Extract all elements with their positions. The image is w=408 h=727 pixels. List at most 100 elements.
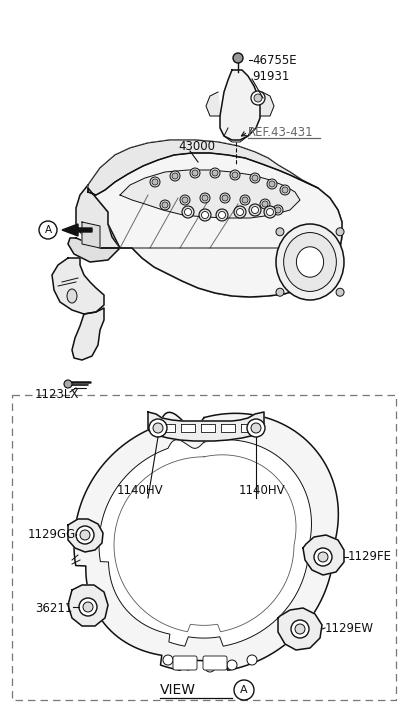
Polygon shape xyxy=(221,424,235,432)
Circle shape xyxy=(153,423,163,433)
Polygon shape xyxy=(88,140,318,195)
Polygon shape xyxy=(52,258,104,314)
Text: 36211: 36211 xyxy=(35,601,72,614)
Circle shape xyxy=(242,197,248,203)
Circle shape xyxy=(336,228,344,236)
Ellipse shape xyxy=(284,233,336,292)
Circle shape xyxy=(163,655,173,665)
Circle shape xyxy=(275,207,281,213)
Circle shape xyxy=(212,170,218,176)
Polygon shape xyxy=(241,424,255,432)
Text: 1129EW: 1129EW xyxy=(325,622,374,635)
Circle shape xyxy=(152,179,158,185)
Polygon shape xyxy=(303,535,344,575)
Circle shape xyxy=(222,195,228,201)
Polygon shape xyxy=(68,519,103,552)
Polygon shape xyxy=(220,70,260,140)
Circle shape xyxy=(199,209,211,221)
Circle shape xyxy=(220,193,230,203)
Circle shape xyxy=(314,548,332,566)
Circle shape xyxy=(79,598,97,616)
Text: 46755E: 46755E xyxy=(252,54,297,66)
Circle shape xyxy=(202,195,208,201)
Circle shape xyxy=(240,195,250,205)
Circle shape xyxy=(266,209,273,215)
Circle shape xyxy=(170,171,180,181)
FancyBboxPatch shape xyxy=(173,656,197,670)
Circle shape xyxy=(190,168,200,178)
Circle shape xyxy=(210,168,220,178)
Circle shape xyxy=(276,288,284,296)
Circle shape xyxy=(269,181,275,187)
Polygon shape xyxy=(88,153,342,297)
Circle shape xyxy=(280,185,290,195)
Circle shape xyxy=(251,423,261,433)
Polygon shape xyxy=(120,170,300,218)
Circle shape xyxy=(182,206,194,218)
Circle shape xyxy=(267,179,277,189)
Circle shape xyxy=(295,624,305,634)
Circle shape xyxy=(184,209,191,215)
Polygon shape xyxy=(88,140,342,297)
Circle shape xyxy=(160,200,170,210)
Text: 1140HV: 1140HV xyxy=(239,483,285,497)
Circle shape xyxy=(273,205,283,215)
Circle shape xyxy=(172,173,178,179)
Text: REF.43-431: REF.43-431 xyxy=(248,126,314,139)
Polygon shape xyxy=(68,585,108,626)
Circle shape xyxy=(237,209,244,215)
Circle shape xyxy=(183,660,193,670)
Text: 43000: 43000 xyxy=(178,140,215,153)
Text: A: A xyxy=(240,685,248,695)
Circle shape xyxy=(264,206,276,218)
Circle shape xyxy=(200,193,210,203)
Ellipse shape xyxy=(67,289,77,303)
Text: 1140HV: 1140HV xyxy=(117,483,163,497)
Polygon shape xyxy=(181,424,195,432)
Polygon shape xyxy=(82,222,100,248)
Polygon shape xyxy=(148,412,264,441)
Circle shape xyxy=(230,170,240,180)
Text: VIEW: VIEW xyxy=(160,683,196,697)
Circle shape xyxy=(233,53,243,63)
Circle shape xyxy=(232,172,238,178)
Circle shape xyxy=(39,221,57,239)
Ellipse shape xyxy=(296,246,324,277)
Circle shape xyxy=(250,173,260,183)
Circle shape xyxy=(251,206,259,214)
Polygon shape xyxy=(260,92,274,116)
Circle shape xyxy=(64,380,72,388)
Circle shape xyxy=(227,660,237,670)
Circle shape xyxy=(80,530,90,540)
Polygon shape xyxy=(68,238,120,262)
Circle shape xyxy=(205,662,215,672)
Circle shape xyxy=(234,680,254,700)
Circle shape xyxy=(247,419,265,437)
Text: 1129GG: 1129GG xyxy=(28,528,76,540)
Circle shape xyxy=(182,197,188,203)
Circle shape xyxy=(149,419,167,437)
Polygon shape xyxy=(76,185,120,248)
Circle shape xyxy=(260,199,270,209)
Circle shape xyxy=(150,177,160,187)
Circle shape xyxy=(291,620,309,638)
Circle shape xyxy=(83,602,93,612)
Polygon shape xyxy=(278,608,322,650)
Polygon shape xyxy=(99,440,311,646)
Text: A: A xyxy=(44,225,51,235)
Polygon shape xyxy=(206,92,220,116)
Circle shape xyxy=(254,94,262,102)
Ellipse shape xyxy=(276,224,344,300)
Circle shape xyxy=(318,552,328,562)
Circle shape xyxy=(76,526,94,544)
Polygon shape xyxy=(74,412,338,670)
Circle shape xyxy=(262,201,268,207)
Circle shape xyxy=(282,187,288,193)
Circle shape xyxy=(180,195,190,205)
Circle shape xyxy=(219,212,226,219)
Circle shape xyxy=(162,202,168,208)
Circle shape xyxy=(249,204,261,216)
Text: 1123LX: 1123LX xyxy=(35,388,80,401)
Polygon shape xyxy=(72,308,104,360)
Circle shape xyxy=(247,655,257,665)
